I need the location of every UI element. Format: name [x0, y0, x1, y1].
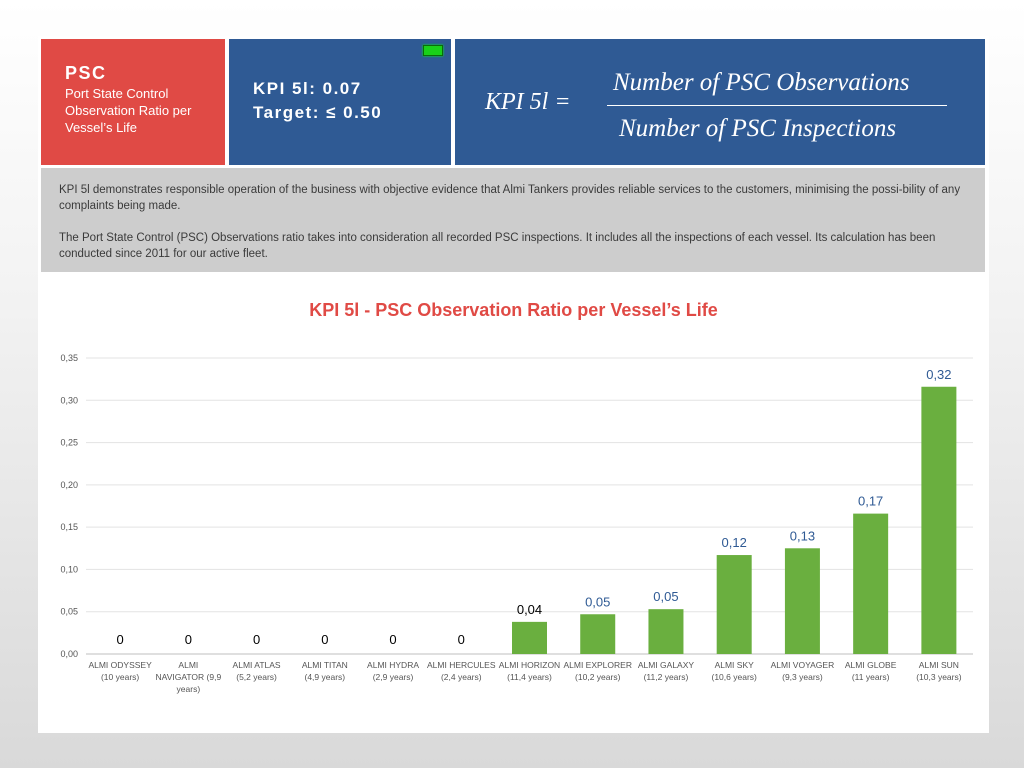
- x-tick-label: ALMI EXPLORER (10,2 years): [563, 660, 632, 682]
- data-label: 0,32: [926, 367, 951, 382]
- data-label: 0: [185, 632, 192, 647]
- x-tick-label: ALMI ATLAS (5,2 years): [233, 660, 281, 682]
- data-label: 0,05: [585, 594, 610, 609]
- x-tick-label: ALMI HORIZON (11,4 years): [499, 660, 560, 682]
- x-tick-label: ALMI GALAXY (11,2 years): [638, 660, 695, 682]
- status-led-icon: [423, 45, 443, 56]
- data-label: 0: [321, 632, 328, 647]
- data-label: 0: [116, 632, 123, 647]
- x-tick-label: ALMI NAVIGATOR (9,9 years): [156, 660, 222, 694]
- bar: [921, 386, 957, 654]
- x-tick-label: ALMI VOYAGER (9,3 years): [771, 660, 835, 682]
- report-card: PSC Port State Control Observation Ratio…: [38, 36, 989, 733]
- y-tick-label: 0,10: [60, 564, 78, 574]
- data-label: 0,13: [790, 528, 815, 543]
- psc-title: PSC: [65, 63, 107, 83]
- kpi-value: KPI 5l: 0.07: [253, 79, 362, 98]
- bar: [853, 513, 889, 654]
- bar-chart: 0,00 0,05 0,10 0,15 0,20 0,25 0,30 0,35 0 ALMI OD…: [60, 353, 973, 694]
- x-tick-label: ALMI SUN (10,3 years): [916, 660, 962, 682]
- x-tick-label: ALMI GLOBE (11 years): [845, 660, 897, 682]
- y-tick-label: 0,20: [60, 480, 78, 490]
- y-tick-label: 0,05: [60, 607, 78, 617]
- x-tick-label: ALMI HYDRA (2,9 years): [367, 660, 419, 682]
- kpi-value-panel: KPI 5l: 0.07 Target: ≤ 0.50: [229, 39, 451, 165]
- formula-lhs: KPI 5l =: [485, 89, 571, 115]
- data-label: 0,04: [517, 602, 542, 617]
- data-label: 0: [458, 632, 465, 647]
- data-label: 0,12: [722, 535, 747, 550]
- bar: [512, 621, 547, 654]
- bar: [648, 609, 684, 654]
- fraction-bar: [607, 105, 947, 106]
- data-label: 0: [253, 632, 260, 647]
- x-tick-label: ALMI HERCULES (2,4 years): [427, 660, 496, 682]
- data-label: 0,05: [653, 589, 678, 604]
- y-tick-label: 0,35: [60, 353, 78, 363]
- data-label: 0: [389, 632, 396, 647]
- y-tick-label: 0,00: [60, 649, 78, 659]
- bar: [580, 614, 616, 654]
- data-label: 0,17: [858, 494, 883, 509]
- psc-header-panel: PSC Port State Control Observation Ratio…: [41, 39, 225, 165]
- formula-denominator: Number of PSC Inspections: [619, 115, 897, 142]
- bar: [784, 548, 820, 654]
- kpi-target: Target: ≤ 0.50: [253, 103, 383, 122]
- bar: [716, 555, 752, 654]
- y-tick-label: 0,25: [60, 438, 78, 448]
- y-tick-label: 0,15: [60, 522, 78, 532]
- x-tick-label: ALMI TITAN (4,9 years): [302, 660, 348, 682]
- description-paragraph-2: The Port State Control (PSC) Observation…: [59, 232, 936, 260]
- formula-panel: KPI 5l = Number of PSC Observations Numb…: [455, 39, 985, 165]
- psc-subtitle: Port State Control Observation Ratio per…: [65, 86, 192, 135]
- formula-numerator: Number of PSC Observations: [613, 69, 910, 96]
- y-tick-label: 0,30: [60, 395, 78, 405]
- x-tick-label: ALMI ODYSSEY (10 years): [88, 660, 152, 682]
- chart-title: KPI 5l - PSC Observation Ratio per Vesse…: [309, 300, 718, 320]
- description-panel: KPI 5l demonstrates responsible operatio…: [41, 168, 985, 272]
- x-tick-label: ALMI SKY (10,6 years): [712, 660, 758, 682]
- description-paragraph-1: KPI 5l demonstrates responsible operatio…: [59, 184, 961, 212]
